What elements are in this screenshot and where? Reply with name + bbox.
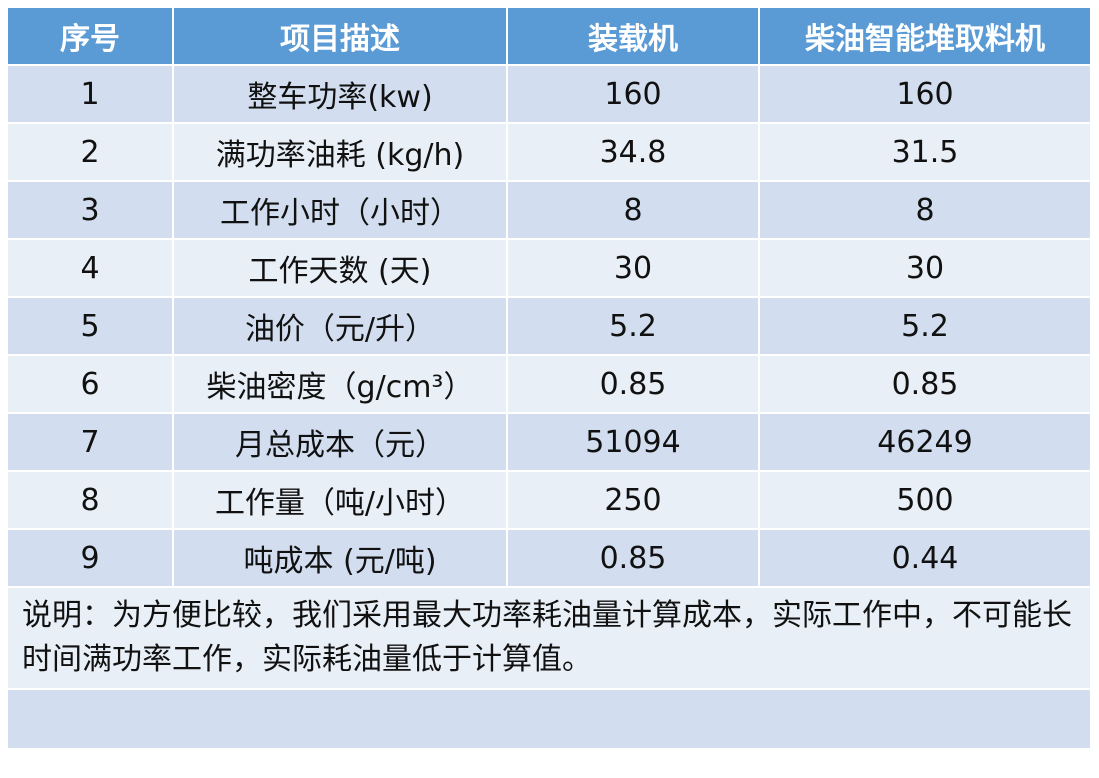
row-stacker-value: 160 <box>758 64 1092 124</box>
row-loader-value: 30 <box>506 238 760 298</box>
comparison-table-sheet: 序号 项目描述 装载机 柴油智能堆取料机 1 整车功率(kw) 160 160 … <box>6 6 1092 772</box>
row-description: 吨成本 (元/吨) <box>172 528 508 588</box>
row-stacker-value: 0.85 <box>758 354 1092 414</box>
header-diesel-stacker-reclaimer: 柴油智能堆取料机 <box>758 6 1092 66</box>
row-stacker-value: 31.5 <box>758 122 1092 182</box>
table-row: 4 工作天数 (天) 30 30 <box>6 238 1092 298</box>
row-description: 工作小时（小时） <box>172 180 508 240</box>
row-index: 4 <box>6 238 174 298</box>
comparison-table: 序号 项目描述 装载机 柴油智能堆取料机 1 整车功率(kw) 160 160 … <box>6 6 1092 750</box>
table-row: 1 整车功率(kw) 160 160 <box>6 64 1092 124</box>
table-row: 3 工作小时（小时） 8 8 <box>6 180 1092 240</box>
empty-row <box>6 688 1092 750</box>
table-row: 5 油价（元/升） 5.2 5.2 <box>6 296 1092 356</box>
row-loader-value: 34.8 <box>506 122 760 182</box>
row-loader-value: 0.85 <box>506 354 760 414</box>
row-loader-value: 8 <box>506 180 760 240</box>
table-row: 9 吨成本 (元/吨) 0.85 0.44 <box>6 528 1092 588</box>
header-loader: 装载机 <box>506 6 760 66</box>
explanation-note: 说明：为方便比较，我们采用最大功率耗油量计算成本，实际工作中，不可能长时间满功率… <box>6 586 1092 690</box>
row-description: 满功率油耗 (kg/h) <box>172 122 508 182</box>
row-description: 油价（元/升） <box>172 296 508 356</box>
row-loader-value: 5.2 <box>506 296 760 356</box>
header-index: 序号 <box>6 6 174 66</box>
row-description: 月总成本（元） <box>172 412 508 472</box>
row-index: 5 <box>6 296 174 356</box>
row-index: 7 <box>6 412 174 472</box>
row-index: 3 <box>6 180 174 240</box>
note-row: 说明：为方便比较，我们采用最大功率耗油量计算成本，实际工作中，不可能长时间满功率… <box>6 586 1092 690</box>
row-stacker-value: 500 <box>758 470 1092 530</box>
row-stacker-value: 5.2 <box>758 296 1092 356</box>
row-index: 8 <box>6 470 174 530</box>
empty-cell <box>6 688 1092 750</box>
row-index: 1 <box>6 64 174 124</box>
row-stacker-value: 0.44 <box>758 528 1092 588</box>
table-row: 6 柴油密度（g/cm³） 0.85 0.85 <box>6 354 1092 414</box>
row-description: 工作天数 (天) <box>172 238 508 298</box>
row-stacker-value: 8 <box>758 180 1092 240</box>
row-loader-value: 160 <box>506 64 760 124</box>
row-description: 整车功率(kw) <box>172 64 508 124</box>
row-index: 9 <box>6 528 174 588</box>
row-loader-value: 51094 <box>506 412 760 472</box>
row-stacker-value: 30 <box>758 238 1092 298</box>
row-description: 柴油密度（g/cm³） <box>172 354 508 414</box>
row-loader-value: 250 <box>506 470 760 530</box>
row-stacker-value: 46249 <box>758 412 1092 472</box>
header-item-description: 项目描述 <box>172 6 508 66</box>
row-index: 6 <box>6 354 174 414</box>
row-loader-value: 0.85 <box>506 528 760 588</box>
table-row: 2 满功率油耗 (kg/h) 34.8 31.5 <box>6 122 1092 182</box>
row-description: 工作量（吨/小时） <box>172 470 508 530</box>
table-row: 7 月总成本（元） 51094 46249 <box>6 412 1092 472</box>
header-row: 序号 项目描述 装载机 柴油智能堆取料机 <box>6 6 1092 66</box>
row-index: 2 <box>6 122 174 182</box>
table-row: 8 工作量（吨/小时） 250 500 <box>6 470 1092 530</box>
